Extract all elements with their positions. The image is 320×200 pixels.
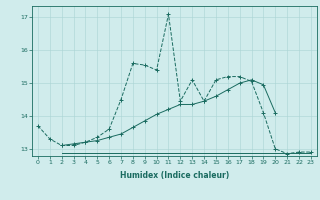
X-axis label: Humidex (Indice chaleur): Humidex (Indice chaleur) (120, 171, 229, 180)
